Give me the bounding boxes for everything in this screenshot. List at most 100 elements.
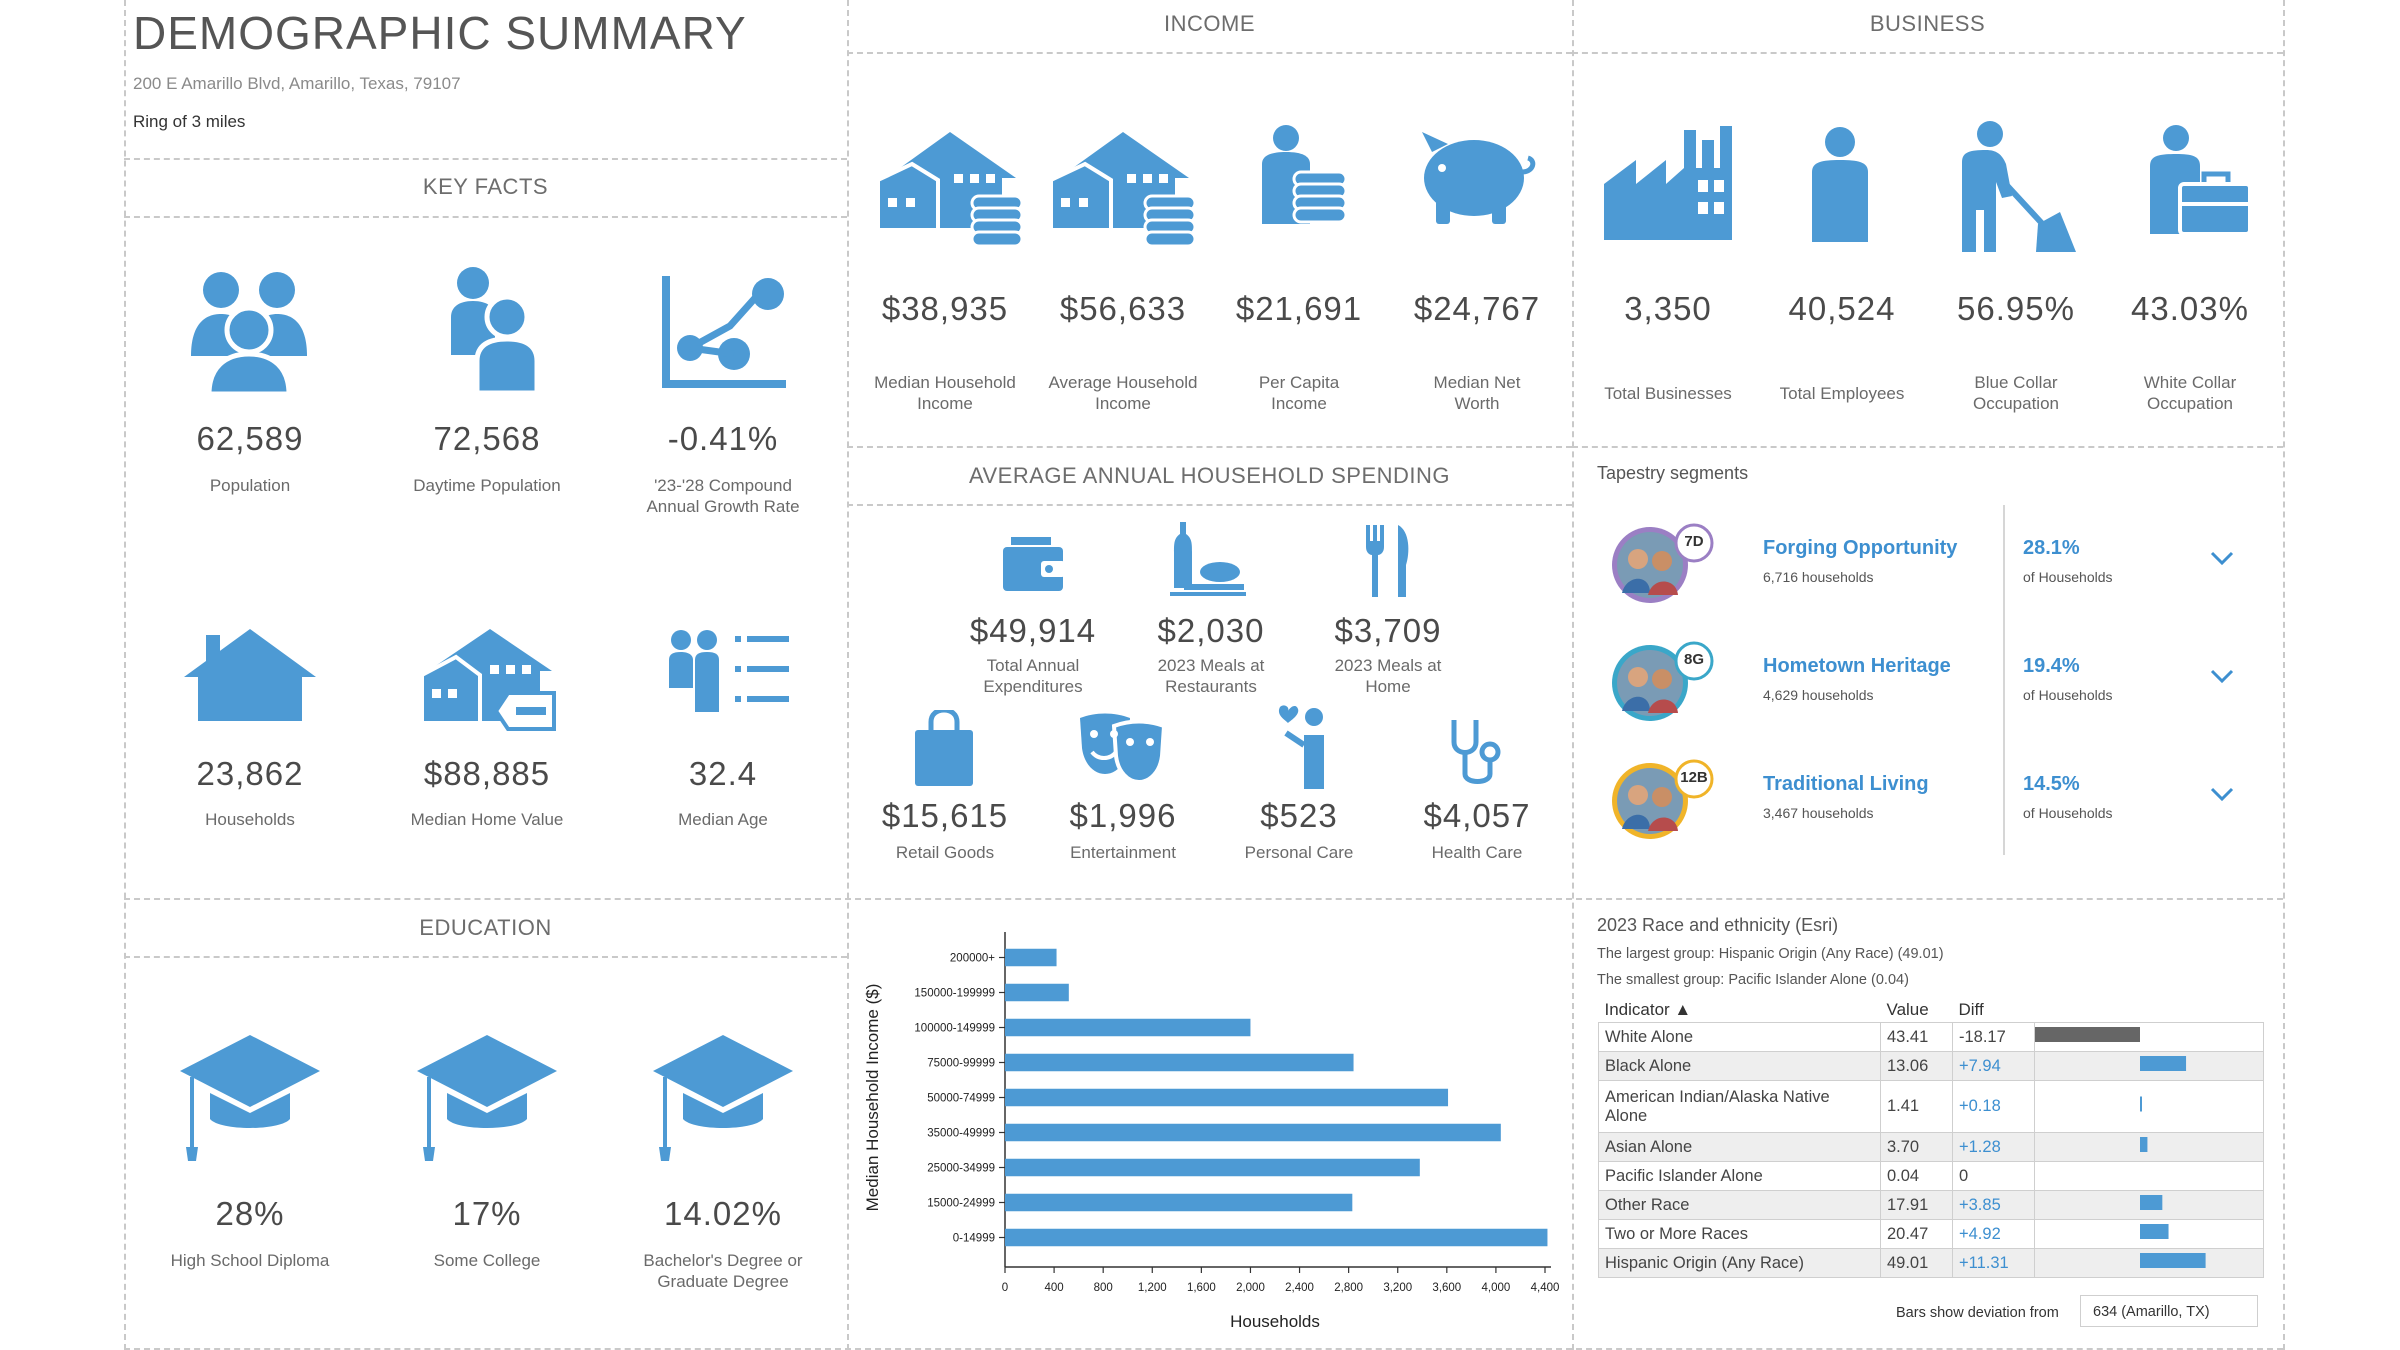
- diff-bar-cell: [2034, 1219, 2264, 1249]
- daytime-people-icon: [451, 267, 540, 395]
- income-value: $24,767: [1413, 290, 1541, 327]
- segment-pct: 19.4%: [2023, 655, 2080, 677]
- kf-label: Median Home Value: [410, 810, 564, 829]
- table-row: Asian Alone 3.70 +1.28: [1598, 1132, 2264, 1162]
- segment-name[interactable]: Traditional Living: [1763, 773, 1929, 795]
- income-label: Median Net Worth: [1433, 373, 1521, 413]
- segment-pct-label: of Households: [2023, 805, 2113, 821]
- y-tick-label: 35000-49999: [927, 1128, 995, 1140]
- segment-name[interactable]: Forging Opportunity: [1763, 537, 1958, 559]
- fork-knife-icon: [1366, 525, 1409, 597]
- col-diff[interactable]: Diff: [1958, 1000, 1984, 1019]
- education-heading: EDUCATION: [419, 915, 552, 940]
- value-cell: 20.47: [1880, 1219, 1953, 1249]
- address: 200 E Amarillo Blvd, Amarillo, Texas, 79…: [133, 74, 461, 93]
- trend-line-icon: [662, 276, 786, 388]
- diff-bar-svg: [2035, 1162, 2245, 1185]
- x-tick-label: 3,200: [1383, 1282, 1412, 1294]
- segment-code: 7D: [1684, 533, 1704, 550]
- chevron-down-icon[interactable]: [2210, 669, 2234, 685]
- divider: [1572, 446, 2283, 448]
- kf-label: Households: [205, 810, 295, 829]
- graduation-cap-icon: [417, 1035, 557, 1161]
- theater-masks-icon: [1080, 713, 1166, 784]
- divider: [1572, 52, 2283, 54]
- divider: [847, 0, 849, 1350]
- diff-bar-cell: [2034, 1022, 2264, 1052]
- income-value: $38,935: [881, 290, 1009, 327]
- spending-value: $1,996: [1069, 797, 1177, 834]
- diff-bar-cell: [2034, 1161, 2264, 1191]
- divider: [124, 1348, 2283, 1350]
- segment-name[interactable]: Hometown Heritage: [1763, 655, 1951, 677]
- diff-cell: +4.92: [1952, 1219, 2035, 1249]
- house-coins-icon: [876, 132, 1022, 248]
- indicator-cell: Other Race: [1598, 1190, 1881, 1220]
- diff-bar-svg: [2140, 1224, 2169, 1239]
- business-label: Total Businesses: [1604, 384, 1732, 403]
- spending-label: Retail Goods: [895, 843, 995, 862]
- x-tick-label: 2,400: [1285, 1282, 1314, 1294]
- table-row: Hispanic Origin (Any Race) 49.01 +11.31: [1598, 1248, 2264, 1278]
- edu-value: 28%: [215, 1195, 285, 1232]
- tapestry-segment[interactable]: 8G Hometown Heritage 4,629 households 19.4%…: [1600, 637, 2270, 727]
- col-indicator[interactable]: Indicator ▲: [1604, 1000, 1692, 1019]
- chevron-down-icon[interactable]: [2210, 787, 2234, 803]
- indicator-cell: Asian Alone: [1598, 1132, 1881, 1162]
- segment-households: 4,629 households: [1763, 687, 1874, 703]
- kf-label: Population: [209, 476, 291, 495]
- diff-bar-svg: [2140, 1056, 2187, 1071]
- income-heading: INCOME: [1164, 11, 1255, 36]
- y-tick-label: 50000-74999: [927, 1093, 995, 1105]
- divider: [124, 0, 126, 1350]
- shopping-bag-icon: [915, 710, 973, 786]
- diff-bar-cell: [2034, 1132, 2264, 1162]
- income-label: Per Capita Income: [1258, 373, 1340, 413]
- people-list-icon: [669, 630, 789, 712]
- kf-label: Daytime Population: [413, 476, 561, 495]
- diff-bar-cell: [2034, 1190, 2264, 1220]
- x-tick-label: 2,000: [1236, 1282, 1265, 1294]
- value-cell: 49.01: [1880, 1248, 1953, 1278]
- briefcase-person-icon: [2150, 125, 2250, 236]
- business-heading: BUSINESS: [1869, 11, 1986, 36]
- worker-shovel-icon: [1962, 121, 2076, 252]
- divider: [124, 216, 847, 218]
- bar: [1005, 1053, 1354, 1072]
- spending-label: 2023 Meals at Restaurants: [1157, 656, 1265, 696]
- kf-value: 62,589: [196, 420, 304, 457]
- table-row: American Indian/Alaska Native Alone 1.41 +…: [1598, 1080, 2264, 1133]
- income-label: Average Household Income: [1048, 373, 1198, 413]
- chevron-down-icon[interactable]: [2210, 551, 2234, 567]
- divider: [2283, 0, 2285, 1350]
- restaurant-meal-icon: [1170, 522, 1246, 596]
- business-value: 56.95%: [1957, 290, 2075, 327]
- value-cell: 13.06: [1880, 1051, 1953, 1081]
- race-largest: The largest group: Hispanic Origin (Any …: [1597, 946, 1944, 962]
- personal-care-icon: [1278, 705, 1324, 789]
- divider: [847, 446, 1572, 448]
- diff-bar-svg: [2140, 1137, 2148, 1152]
- spending-value: $4,057: [1423, 797, 1531, 834]
- divider: [847, 504, 1572, 506]
- divider: [124, 956, 847, 958]
- spending-heading: AVERAGE ANNUAL HOUSEHOLD SPENDING: [968, 463, 1451, 488]
- people-group-icon: [191, 272, 307, 397]
- value-cell: 43.41: [1880, 1022, 1953, 1052]
- diff-bar-svg: [2140, 1253, 2206, 1268]
- person-icon: [1812, 127, 1868, 242]
- indicator-cell: Two or More Races: [1598, 1219, 1881, 1249]
- kf-label: Median Age: [678, 810, 768, 829]
- col-value[interactable]: Value: [1886, 1000, 1929, 1019]
- bar: [1005, 1193, 1353, 1212]
- tapestry-segment[interactable]: 12B Traditional Living 3,467 households 14.…: [1600, 755, 2270, 845]
- factory-icon: [1604, 126, 1732, 240]
- diff-cell: +3.85: [1952, 1190, 2035, 1220]
- spending-label: Total Annual Expenditures: [983, 656, 1083, 696]
- indicator-cell: Hispanic Origin (Any Race): [1598, 1248, 1881, 1278]
- x-tick-label: 0: [1002, 1282, 1008, 1294]
- deviation-select[interactable]: 634 (Amarillo, TX): [2080, 1295, 2258, 1327]
- income-value: $56,633: [1059, 290, 1187, 327]
- tapestry-segment[interactable]: 7D Forging Opportunity 6,716 households 28.…: [1600, 519, 2270, 609]
- spending-value: $15,615: [881, 797, 1009, 834]
